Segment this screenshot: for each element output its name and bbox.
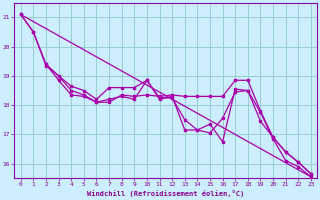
X-axis label: Windchill (Refroidissement éolien,°C): Windchill (Refroidissement éolien,°C) (87, 190, 244, 197)
